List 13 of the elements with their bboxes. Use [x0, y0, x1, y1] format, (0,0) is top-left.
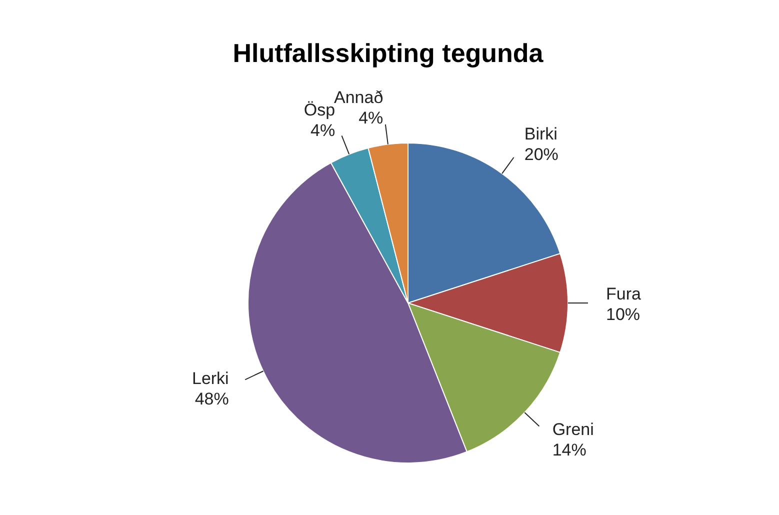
chart-title: Hlutfallsskipting tegunda [232, 38, 544, 69]
slice-label: Ösp [304, 100, 336, 120]
slice-label: Birki [524, 124, 558, 144]
data-label: 20% [524, 144, 558, 164]
data-label: 48% [194, 389, 229, 408]
data-label: 14% [552, 440, 586, 460]
data-label: 4% [358, 108, 384, 128]
slice-label: Lerki [192, 368, 229, 388]
slice-label: Greni [552, 420, 594, 440]
data-label: 10% [606, 305, 640, 324]
slice-label: Annað [334, 88, 384, 108]
slice-label: Fura [606, 284, 642, 304]
data-label: 4% [310, 120, 336, 140]
